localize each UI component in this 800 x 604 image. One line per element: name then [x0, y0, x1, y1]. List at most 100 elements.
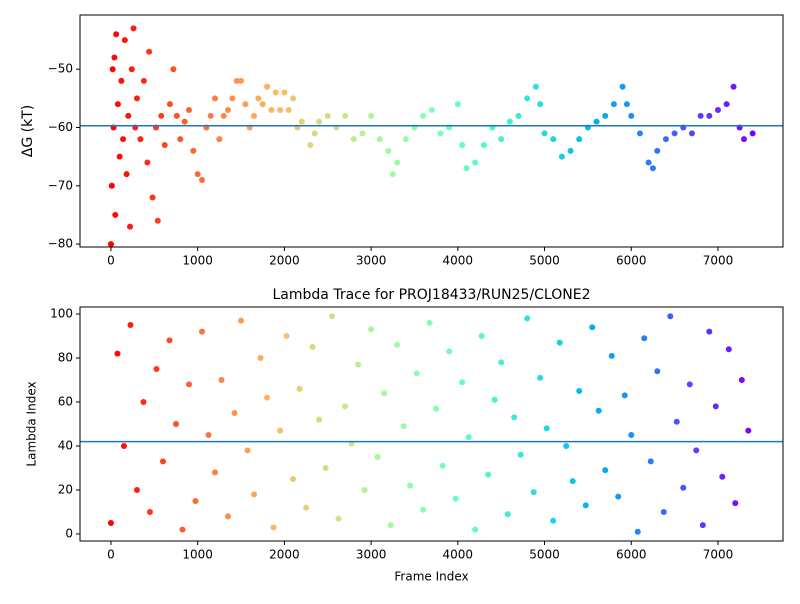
data-point [662, 136, 669, 143]
data-point [251, 112, 258, 119]
data-point [128, 66, 135, 73]
data-point [660, 508, 667, 515]
data-point [593, 118, 600, 125]
data-point [194, 171, 201, 178]
data-point [329, 313, 336, 320]
data-point [120, 442, 127, 449]
data-point [745, 427, 752, 434]
data-point [307, 141, 314, 148]
data-point [385, 147, 392, 154]
data-point [298, 118, 305, 125]
data-point [498, 136, 505, 143]
data-point [368, 326, 375, 333]
data-point [238, 317, 245, 324]
data-point [257, 355, 264, 362]
data-point [216, 136, 223, 143]
data-point [244, 447, 251, 454]
data-point [541, 130, 548, 137]
data-point [558, 153, 565, 160]
data-point [472, 159, 479, 166]
y-tick-label: −70 [48, 178, 73, 192]
data-point [120, 136, 127, 143]
data-point [749, 130, 756, 137]
data-point [556, 339, 563, 346]
data-point [277, 427, 284, 434]
data-point [108, 182, 115, 189]
x-tick-label: 7000 [703, 548, 734, 562]
data-point [186, 381, 193, 388]
data-point [589, 324, 596, 331]
y-axis-label: Lambda Index [25, 381, 39, 466]
data-point [407, 482, 414, 489]
data-point [628, 431, 635, 438]
data-point [322, 464, 329, 471]
data-point [576, 388, 583, 395]
y-tick-label: 60 [58, 395, 73, 409]
data-point [686, 381, 693, 388]
data-point [649, 165, 656, 172]
data-point [459, 141, 466, 148]
data-point [125, 112, 132, 119]
data-point [121, 37, 128, 44]
data-point [647, 458, 654, 465]
data-point [140, 77, 147, 84]
data-point [569, 478, 576, 485]
data-point [719, 473, 726, 480]
data-point [264, 394, 271, 401]
data-point [212, 469, 219, 476]
data-point [608, 352, 615, 359]
data-point [158, 112, 165, 119]
y-tick-label: −60 [48, 120, 73, 134]
data-point [550, 517, 557, 524]
data-point [118, 77, 125, 84]
data-point [177, 136, 184, 143]
x-tick-label: 5000 [529, 254, 560, 268]
data-point [619, 83, 626, 90]
data-point [491, 396, 498, 403]
data-point [615, 493, 622, 500]
data-point [231, 410, 238, 417]
data-point [309, 344, 316, 351]
data-point [400, 423, 407, 430]
data-point [146, 48, 153, 55]
data-point [699, 522, 706, 529]
data-point [218, 377, 225, 384]
chart-title: Lambda Trace for PROJ18433/RUN25/CLONE2 [273, 287, 591, 303]
data-point [550, 136, 557, 143]
data-point [130, 25, 137, 32]
data-point [170, 66, 177, 73]
data-point [270, 524, 277, 531]
data-point [688, 130, 695, 137]
data-point [706, 328, 713, 335]
data-point [220, 112, 227, 119]
data-point [381, 390, 388, 397]
y-tick-label: −50 [48, 62, 73, 76]
x-tick-label: 6000 [616, 254, 647, 268]
data-point [738, 377, 745, 384]
data-point [504, 511, 511, 518]
data-point [454, 101, 461, 108]
data-point [463, 165, 470, 172]
data-point [112, 211, 119, 218]
data-point [161, 141, 168, 148]
data-point [472, 526, 479, 533]
data-point [114, 350, 121, 357]
data-point [426, 319, 433, 326]
data-point [654, 368, 661, 375]
data-point [335, 515, 342, 522]
data-point [229, 95, 236, 102]
data-point [303, 504, 310, 511]
data-point [511, 414, 518, 421]
data-point [173, 112, 180, 119]
data-point [576, 136, 583, 143]
data-point [725, 346, 732, 353]
data-point [181, 118, 188, 125]
data-point [517, 451, 524, 458]
data-point [610, 101, 617, 108]
x-tick-label: 4000 [443, 548, 474, 562]
y-tick-label: 40 [58, 438, 73, 452]
data-point [439, 462, 446, 469]
data-point [563, 442, 570, 449]
data-point [225, 107, 232, 114]
